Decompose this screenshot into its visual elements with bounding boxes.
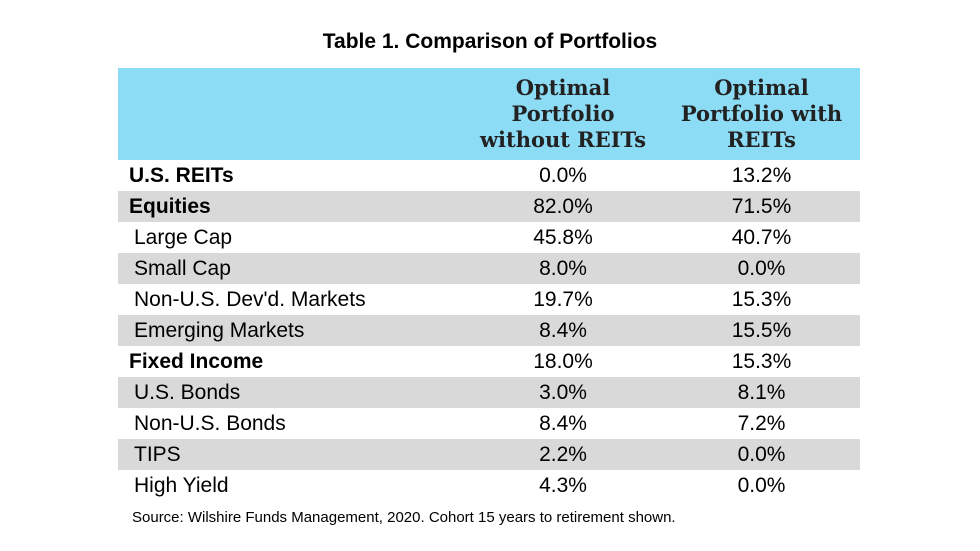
value-without-reits: 8.4% [539,318,587,342]
table-row: Non-U.S. Dev'd. Markets 19.7% 15.3% [118,284,860,315]
table-row: Fixed Income 18.0% 15.3% [118,346,860,377]
table-title: Table 1. Comparison of Portfolios [322,30,658,53]
table-row: Non-U.S. Bonds 8.4% 7.2% [118,408,860,439]
value-with-reits: 0.0% [737,473,786,497]
table-row: Large Cap 45.8% 40.7% [118,222,860,253]
value-with-reits: 71.5% [731,194,792,218]
row-label: Non-U.S. Bonds [134,411,286,435]
portfolio-table: Optimal Portfolio without REITs Optimal … [118,68,860,501]
row-label: Non-U.S. Dev'd. Markets [134,287,366,311]
value-with-reits: 0.0% [737,256,786,280]
table-header: Optimal Portfolio without REITs Optimal … [118,68,860,160]
value-with-reits: 0.0% [737,442,786,466]
row-label: Large Cap [134,225,233,249]
row-label: U.S. REITs [129,163,234,187]
value-with-reits: 15.3% [731,349,792,373]
value-with-reits: 8.1% [737,380,786,404]
table-row: Small Cap 8.0% 0.0% [118,253,860,284]
row-label: Emerging Markets [134,318,305,342]
value-without-reits: 4.3% [539,473,587,497]
table-row: High Yield 4.3% 0.0% [118,470,860,501]
header-with-reits: Optimal Portfolio with REITs [680,75,843,152]
value-without-reits: 2.2% [539,442,587,466]
source-note: Source: Wilshire Funds Management, 2020.… [132,509,676,526]
value-without-reits: 8.0% [539,256,587,280]
table-body: U.S. REITs 0.0% 13.2% Equities 82.0% 71.5% Lar… [118,160,860,501]
header-without-reits: Optimal Portfolio without REITs [479,75,647,152]
row-label: Small Cap [134,256,231,280]
table-row: TIPS 2.2% 0.0% [118,439,860,470]
value-without-reits: 19.7% [533,287,593,311]
row-label: Equities [129,194,211,218]
row-label: U.S. Bonds [134,380,241,404]
value-without-reits: 45.8% [533,225,593,249]
value-with-reits: 7.2% [737,411,786,435]
value-with-reits: 15.3% [731,287,792,311]
table-row: Equities 82.0% 71.5% [118,191,860,222]
value-with-reits: 13.2% [731,163,792,187]
row-label: TIPS [134,442,181,466]
value-without-reits: 3.0% [539,380,587,404]
value-without-reits: 0.0% [539,163,587,187]
value-without-reits: 18.0% [533,349,593,373]
value-without-reits: 82.0% [533,194,593,218]
table-row: U.S. Bonds 3.0% 8.1% [118,377,860,408]
value-without-reits: 8.4% [539,411,587,435]
row-label: Fixed Income [129,349,264,373]
value-with-reits: 15.5% [731,318,792,342]
value-with-reits: 40.7% [731,225,792,249]
table-row: U.S. REITs 0.0% 13.2% [118,160,860,191]
row-label: High Yield [134,473,229,497]
table-row: Emerging Markets 8.4% 15.5% [118,315,860,346]
